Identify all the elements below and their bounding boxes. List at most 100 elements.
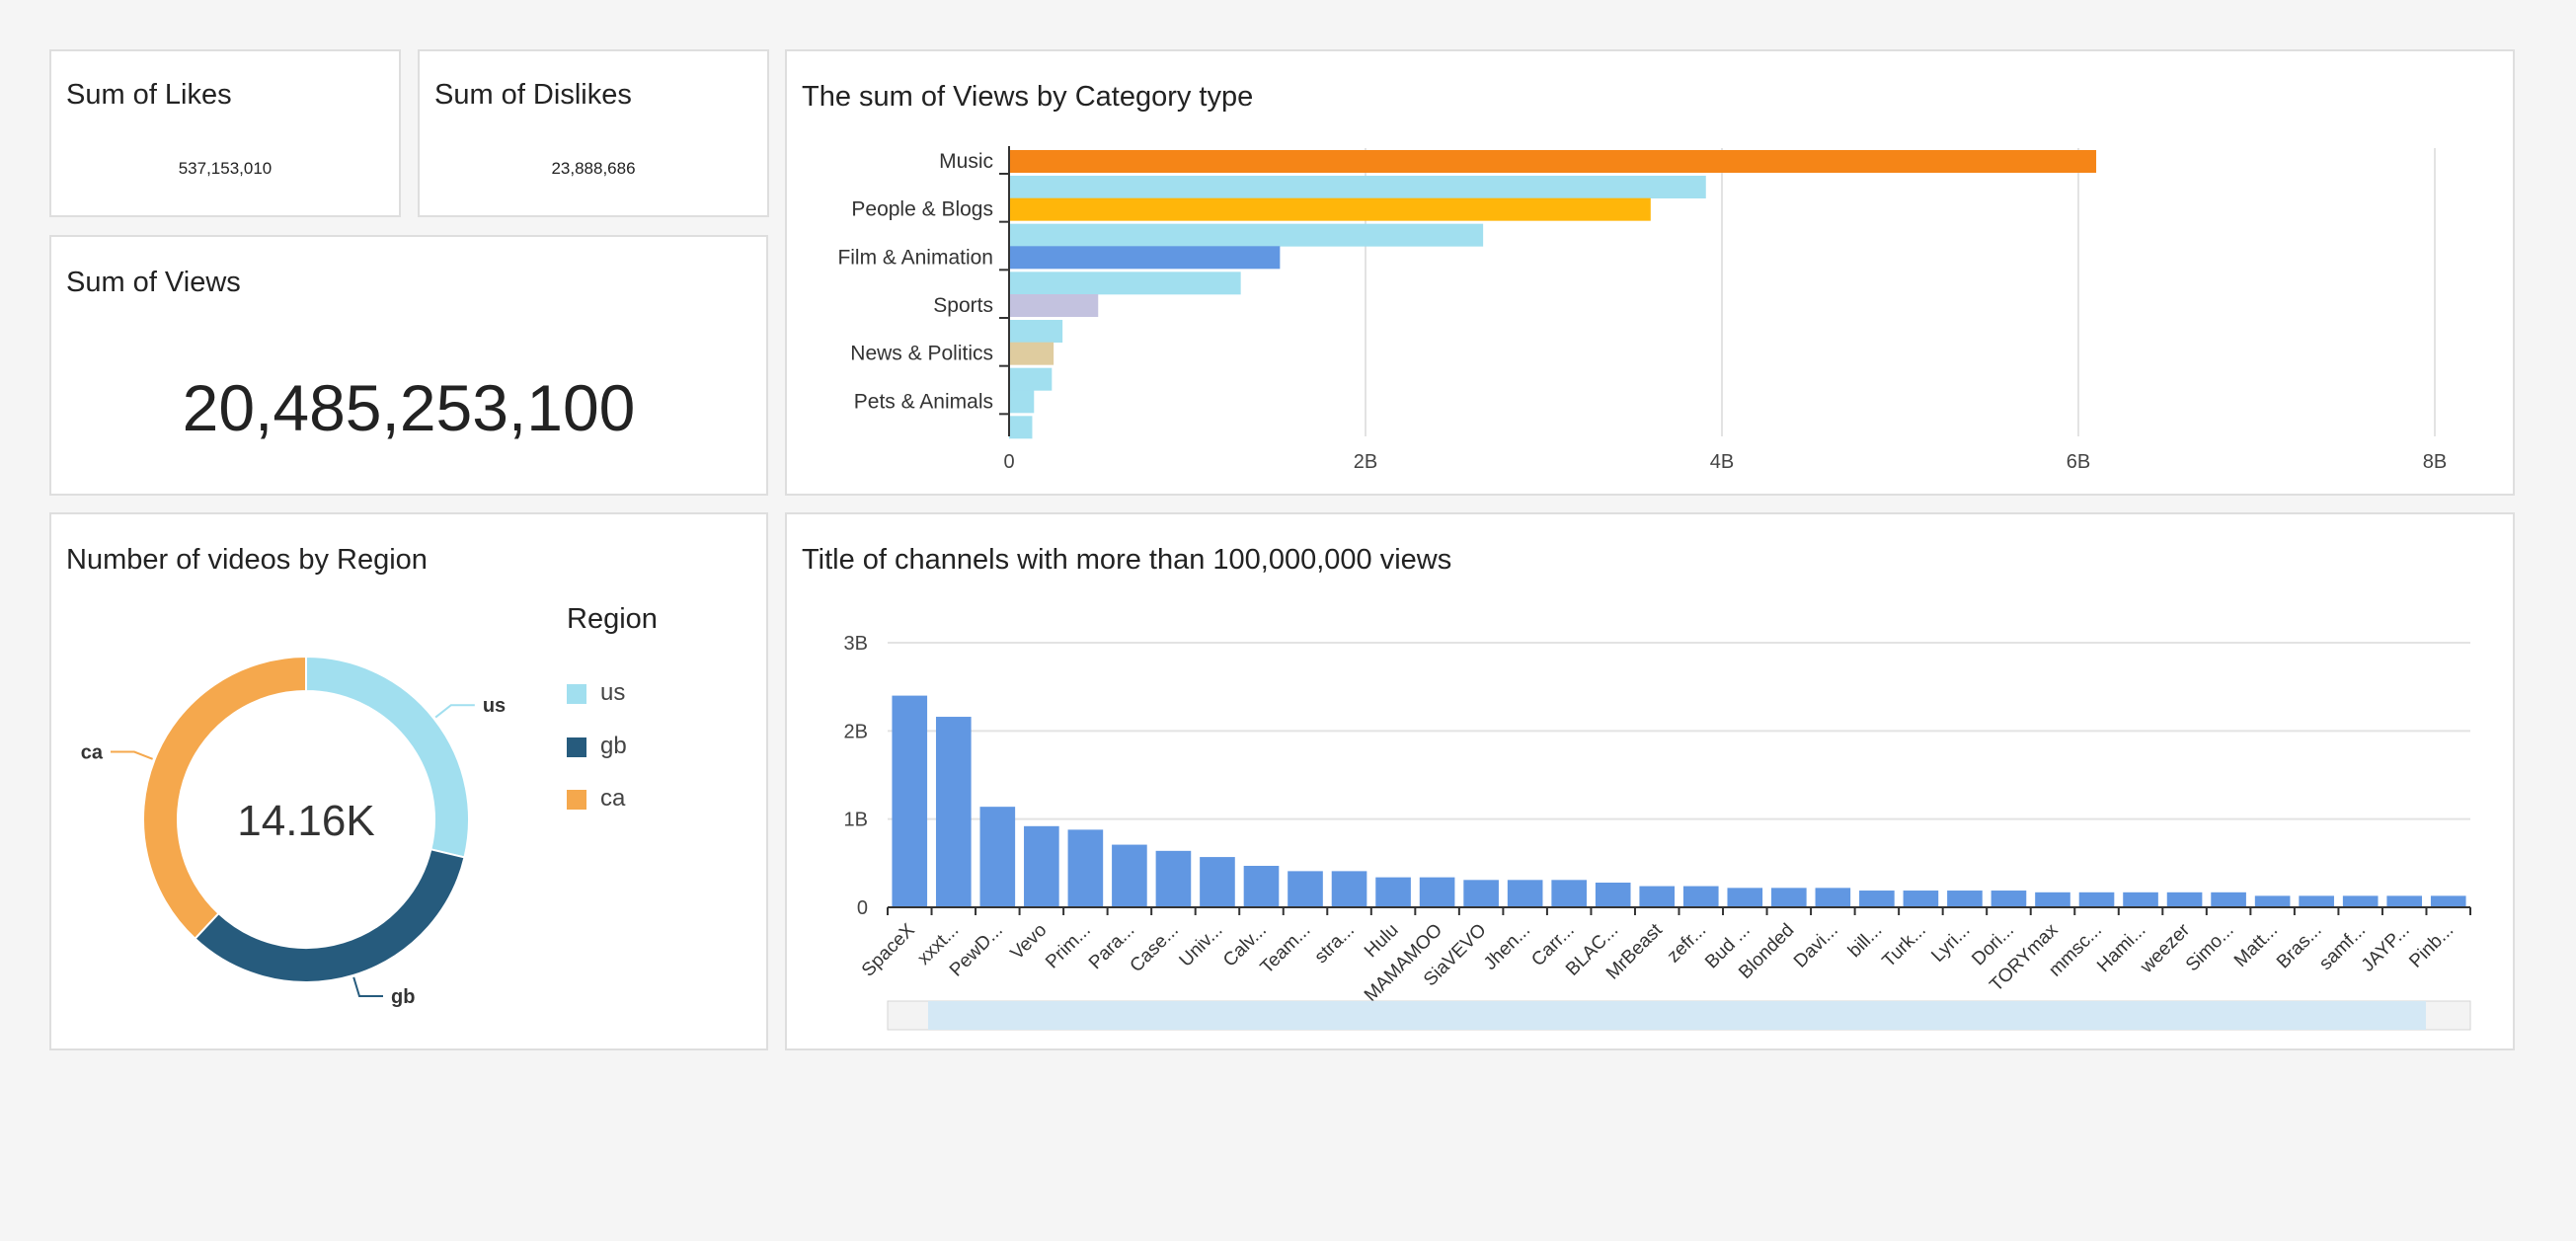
channel-bar [2079, 892, 2115, 907]
category-comparison-bar [1009, 224, 1483, 247]
region-legend-title: Region [567, 603, 658, 636]
channel-bar [1771, 888, 1807, 907]
channel-label: Lyri... [1927, 920, 1974, 967]
kpi-views-panel: Sum of Views 20,485,253,100 [49, 235, 768, 496]
channel-bar [892, 696, 927, 907]
donut-label-ca: ca [81, 742, 104, 764]
channel-bar [2386, 895, 2422, 907]
channel-bar [1375, 878, 1411, 907]
channel-label: Matt... [2230, 920, 2282, 971]
channel-bar [1200, 857, 1235, 907]
category-comparison-bar [1009, 320, 1062, 343]
channel-bar [1463, 880, 1499, 907]
channel-label: JAYP... [2358, 920, 2414, 976]
legend-swatch-gb [567, 737, 586, 757]
category-bar [1009, 246, 1280, 269]
channel-bar [1332, 871, 1367, 907]
channel-label: Bras... [2273, 920, 2326, 973]
kpi-dislikes-title: Sum of Dislikes [434, 79, 632, 112]
donut-label-gb: gb [391, 986, 415, 1008]
x-tick-label: 2B [1354, 451, 1377, 473]
x-tick-label: 4B [1710, 451, 1734, 473]
channel-bar [1508, 880, 1543, 907]
channel-bar [2299, 895, 2334, 907]
kpi-views-value: 20,485,253,100 [51, 370, 766, 445]
legend-item-us[interactable]: us [567, 679, 625, 707]
channel-bar [1816, 888, 1851, 907]
channel-bar [1991, 891, 2027, 907]
category-bar [1009, 198, 1651, 221]
legend-swatch-ca [567, 790, 586, 810]
category-bar [1009, 343, 1054, 365]
channel-bar [1596, 883, 1631, 907]
legend-label-ca: ca [600, 785, 625, 812]
channel-label: Simo... [2182, 920, 2238, 976]
category-comparison-bar [1009, 176, 1706, 198]
channel-bar [2343, 895, 2379, 907]
channel-label: Team... [1257, 920, 1315, 978]
channel-label: stra... [1311, 920, 1359, 968]
y-tick-label: 1B [844, 810, 868, 831]
channel-label: Jhen... [1480, 920, 1534, 974]
category-comparison-bar [1009, 368, 1052, 391]
donut-leader-line [111, 752, 153, 759]
legend-label-gb: gb [600, 733, 627, 759]
channel-bar [1068, 829, 1104, 907]
category-label: Sports [933, 294, 993, 317]
x-tick-label: 6B [2067, 451, 2090, 473]
channel-bar [2123, 892, 2158, 907]
y-tick-label: 2B [844, 721, 868, 742]
x-tick-label: 0 [1003, 451, 1014, 473]
legend-item-gb[interactable]: gb [567, 733, 627, 760]
channel-label: weezer [2136, 919, 2194, 977]
category-bar [1009, 390, 1034, 413]
channel-bar [1947, 891, 1983, 907]
channel-bar [2167, 892, 2203, 907]
donut-leader-line [353, 977, 383, 996]
category-label: Music [939, 150, 993, 173]
kpi-likes-title: Sum of Likes [66, 79, 232, 112]
y-tick-label: 0 [857, 897, 868, 919]
category-comparison-bar [1009, 271, 1241, 294]
channels-panel: Title of channels with more than 100,000… [785, 512, 2515, 1050]
channel-bar [2211, 892, 2246, 907]
channel-label: Prim... [1042, 920, 1095, 973]
chart-scroll-bar[interactable] [888, 1001, 2470, 1030]
region-donut-chart: us gb ca 14.16K [51, 514, 545, 1052]
y-tick-label: 3B [844, 633, 868, 655]
channel-bar [1683, 887, 1719, 907]
channel-bar [1156, 851, 1192, 907]
donut-slice-gb [195, 849, 465, 982]
channel-bar [1112, 845, 1147, 907]
channel-bar [936, 717, 972, 907]
channel-label: Pinb... [2405, 920, 2458, 972]
channel-bar [1639, 887, 1675, 907]
category-label: Pets & Animals [854, 390, 993, 413]
legend-item-ca[interactable]: ca [567, 785, 625, 813]
kpi-likes-value: 537,153,010 [51, 159, 399, 179]
kpi-dislikes-panel: Sum of Dislikes 23,888,686 [418, 49, 769, 217]
channel-label: SpaceX [858, 919, 919, 980]
channel-bar [1904, 891, 1939, 907]
channel-bar [1420, 878, 1455, 907]
legend-swatch-us [567, 684, 586, 704]
category-label: News & Politics [850, 343, 993, 365]
channel-bar [1244, 866, 1280, 907]
kpi-likes-panel: Sum of Likes 537,153,010 [49, 49, 401, 217]
channel-bar [1024, 826, 1059, 907]
scroll-thumb[interactable] [928, 1001, 2426, 1030]
category-bar [1009, 150, 2096, 173]
category-label: Film & Animation [837, 246, 993, 269]
channel-bar [2035, 892, 2070, 907]
channel-label: Univ... [1176, 920, 1227, 971]
category-bar-chart: 0 2B 4B 6B 8B Music People & Blogs Film & Anima… [787, 51, 2517, 498]
channel-label: Turk... [1879, 920, 1930, 971]
x-tick-label: 8B [2423, 451, 2447, 473]
donut-leader-line [435, 705, 475, 717]
channel-bar [1551, 880, 1587, 907]
category-label: People & Blogs [851, 198, 993, 221]
category-comparison-bar [1009, 416, 1032, 438]
channel-bar [1859, 891, 1895, 907]
legend-label-us: us [600, 679, 625, 706]
